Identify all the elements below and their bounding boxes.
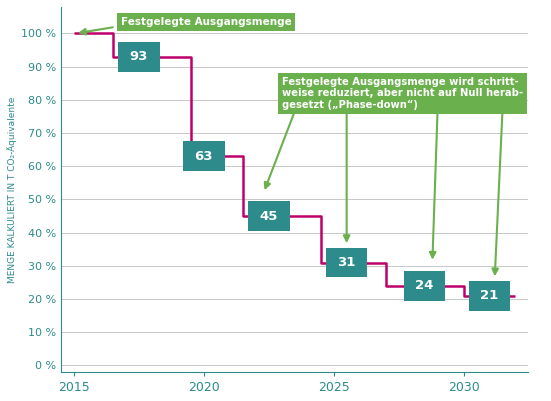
- Y-axis label: MENGE KALKULIERT IN T CO₂-Äquivalente: MENGE KALKULIERT IN T CO₂-Äquivalente: [7, 96, 17, 283]
- FancyBboxPatch shape: [326, 247, 368, 277]
- FancyBboxPatch shape: [183, 142, 225, 171]
- Text: Festgelegte Ausgangsmenge wird schritt-
weise reduziert, aber nicht auf Null her: Festgelegte Ausgangsmenge wird schritt- …: [282, 77, 523, 110]
- FancyBboxPatch shape: [404, 271, 445, 301]
- Text: 31: 31: [337, 256, 356, 269]
- Text: Festgelegte Ausgangsmenge: Festgelegte Ausgangsmenge: [121, 17, 291, 27]
- FancyBboxPatch shape: [469, 281, 510, 311]
- Text: 21: 21: [480, 289, 499, 302]
- Text: 45: 45: [260, 210, 278, 223]
- FancyBboxPatch shape: [118, 42, 160, 72]
- FancyBboxPatch shape: [248, 201, 289, 231]
- Text: 93: 93: [129, 50, 148, 63]
- Text: 24: 24: [415, 279, 434, 292]
- Text: 63: 63: [195, 150, 213, 163]
